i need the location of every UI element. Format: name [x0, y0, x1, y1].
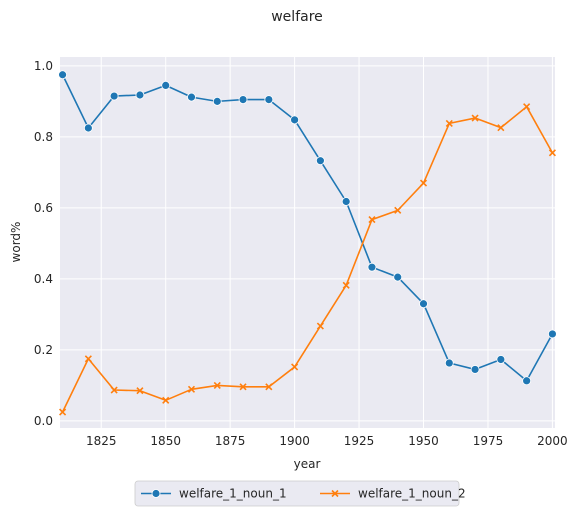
data-point [368, 216, 376, 224]
x-tick-label: 1825 [86, 434, 117, 448]
y-tick-label: 0.4 [34, 272, 53, 286]
y-tick-label: 0.8 [34, 130, 53, 144]
data-point [367, 262, 377, 272]
data-point [110, 386, 118, 394]
y-axis-label: word% [9, 222, 23, 263]
x-tick-label: 1875 [215, 434, 246, 448]
y-tick-label: 0.2 [34, 343, 53, 357]
legend-label-series-2: welfare_1_noun_2 [358, 487, 466, 501]
chart-title: welfare [271, 9, 323, 25]
plot-area [60, 57, 555, 428]
data-point [342, 281, 350, 289]
data-point [291, 363, 299, 371]
x-tick-label: 1900 [279, 434, 310, 448]
data-point [136, 387, 144, 395]
x-tick-label: 1975 [473, 434, 504, 448]
data-point [212, 96, 222, 106]
data-point [109, 91, 119, 101]
data-point [290, 115, 300, 125]
data-point [213, 381, 221, 389]
data-point [187, 92, 196, 102]
legend-marker-series-1 [151, 489, 161, 498]
series-layer [58, 70, 557, 416]
grid-lines [60, 57, 555, 428]
data-point [264, 95, 274, 105]
data-point [445, 119, 453, 127]
data-point [135, 90, 145, 100]
data-point [316, 322, 324, 330]
data-point [58, 70, 67, 80]
x-tick-label: 1925 [344, 434, 375, 448]
data-point [161, 81, 171, 90]
data-point [548, 329, 557, 339]
data-point [419, 299, 428, 309]
data-point [238, 95, 248, 105]
data-point [523, 103, 531, 111]
data-point [496, 355, 506, 364]
data-point [470, 365, 480, 374]
y-tick-label: 0.6 [34, 201, 53, 215]
data-point [497, 124, 505, 132]
data-point [239, 383, 247, 391]
x-tick-label: 1850 [150, 434, 181, 448]
data-point [265, 383, 273, 391]
data-point [522, 376, 532, 386]
series-1 [58, 70, 557, 386]
data-point [393, 272, 403, 282]
x-tick-label: 1950 [408, 434, 439, 448]
data-point [187, 385, 196, 393]
legend-box [134, 480, 460, 507]
tick-labels: 1825 1850 1875 1900 1925 1950 1975 2000 0.0 0.2 0.… [34, 59, 568, 448]
data-point [471, 114, 479, 122]
data-point [341, 197, 351, 206]
data-point [394, 206, 402, 214]
data-point [419, 179, 428, 187]
y-tick-label: 1.0 [34, 59, 53, 73]
series-line [61, 105, 554, 413]
data-point [83, 123, 93, 133]
series-line [61, 74, 554, 382]
x-axis-label: year [294, 457, 321, 471]
data-point [444, 358, 454, 368]
data-point [315, 156, 325, 166]
legend-label-series-1: welfare_1_noun_1 [179, 487, 287, 501]
data-point [162, 396, 170, 404]
legend: welfare_1_noun_1 welfare_1_noun_2 [134, 480, 466, 507]
data-point [84, 355, 92, 363]
data-point [59, 408, 67, 416]
x-tick-label: 2000 [537, 434, 568, 448]
series-2 [59, 103, 556, 416]
data-point [548, 149, 556, 157]
y-tick-label: 0.0 [34, 414, 53, 428]
legend-marker-series-2 [331, 489, 339, 498]
